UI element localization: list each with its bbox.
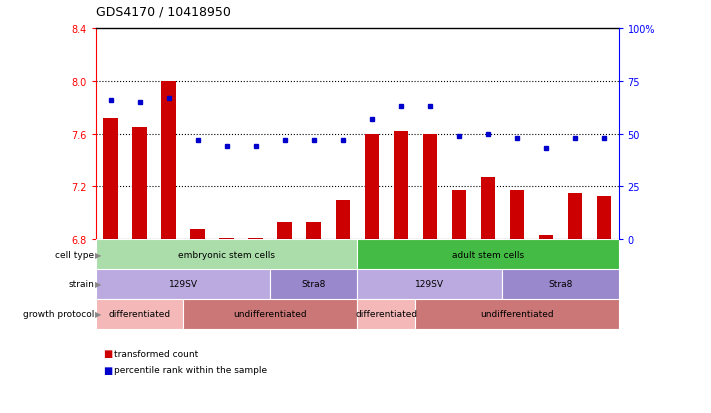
Bar <box>277 223 292 240</box>
Bar <box>96 269 270 299</box>
Bar <box>481 178 495 240</box>
Text: Stra8: Stra8 <box>548 280 572 289</box>
Bar <box>132 128 146 240</box>
Text: GDS4170 / 10418950: GDS4170 / 10418950 <box>96 6 231 19</box>
Bar <box>96 299 183 329</box>
Bar <box>451 191 466 240</box>
Text: ▶: ▶ <box>95 280 102 289</box>
Text: percentile rank within the sample: percentile rank within the sample <box>114 366 267 375</box>
Text: embryonic stem cells: embryonic stem cells <box>178 250 275 259</box>
Bar <box>394 132 408 240</box>
Text: ▶: ▶ <box>95 250 102 259</box>
Bar <box>422 134 437 240</box>
Text: differentiated: differentiated <box>356 309 417 318</box>
Text: differentiated: differentiated <box>109 309 171 318</box>
Text: undifferentiated: undifferentiated <box>480 309 554 318</box>
Bar <box>415 299 619 329</box>
Bar <box>270 269 358 299</box>
Text: cell type: cell type <box>55 250 95 259</box>
Bar <box>358 299 415 329</box>
Bar <box>183 299 357 329</box>
Bar <box>336 200 350 240</box>
Bar <box>510 191 524 240</box>
Bar <box>358 240 619 269</box>
Text: undifferentiated: undifferentiated <box>233 309 307 318</box>
Text: ▶: ▶ <box>95 309 102 318</box>
Bar <box>568 193 582 240</box>
Bar <box>220 238 234 240</box>
Bar <box>161 82 176 240</box>
Bar <box>96 240 358 269</box>
Text: ■: ■ <box>103 365 112 375</box>
Text: strain: strain <box>69 280 95 289</box>
Text: Stra8: Stra8 <box>301 280 326 289</box>
Text: adult stem cells: adult stem cells <box>452 250 524 259</box>
Bar <box>358 269 503 299</box>
Bar <box>597 196 611 240</box>
Bar <box>503 269 619 299</box>
Text: transformed count: transformed count <box>114 349 198 358</box>
Text: ■: ■ <box>103 349 112 358</box>
Bar <box>191 229 205 240</box>
Bar <box>365 134 379 240</box>
Bar <box>306 223 321 240</box>
Text: 129SV: 129SV <box>415 280 444 289</box>
Bar <box>103 119 118 240</box>
Bar <box>539 235 553 240</box>
Text: 129SV: 129SV <box>169 280 198 289</box>
Bar <box>248 238 263 240</box>
Text: growth protocol: growth protocol <box>23 309 95 318</box>
